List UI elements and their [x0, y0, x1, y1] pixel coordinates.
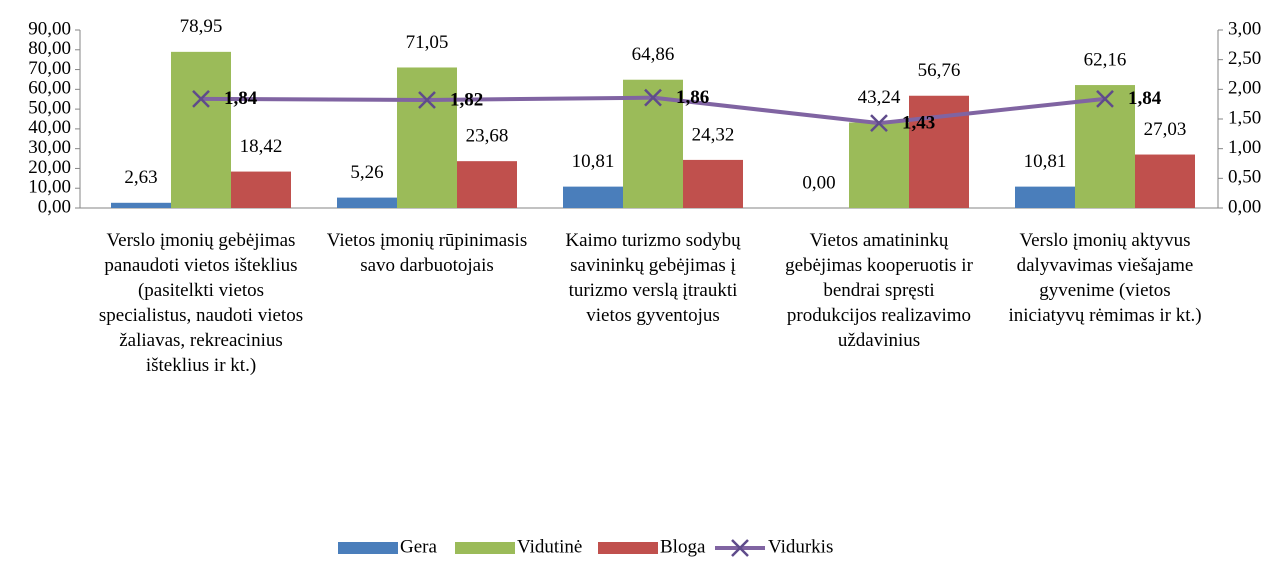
line-value-label: 1,84	[1128, 88, 1162, 109]
y2-tick-label: 3,00	[1228, 18, 1261, 39]
bar	[231, 171, 291, 208]
legend-label: Bloga	[660, 536, 706, 557]
bar-value-label: 27,03	[1144, 119, 1187, 140]
bar	[111, 202, 171, 208]
bar-value-label: 10,81	[1024, 151, 1067, 172]
y-tick-label: 90,00	[28, 18, 71, 39]
bar-value-label: 64,86	[632, 44, 675, 65]
bar	[563, 186, 623, 208]
line-marker	[192, 89, 210, 108]
legend-label: Gera	[400, 536, 437, 557]
y2-tick-label: 2,50	[1228, 48, 1261, 69]
line-value-label: 1,43	[902, 113, 935, 134]
line-value-label: 1,84	[224, 88, 258, 109]
legend-label: Vidutinė	[517, 536, 582, 557]
y2-tick-label: 0,00	[1228, 196, 1261, 217]
x-tick-label: Kaimo turizmo sodybų savininkų gebėjimas…	[565, 230, 741, 326]
legend-marker	[731, 539, 749, 557]
legend-swatch	[338, 542, 398, 554]
line-marker	[418, 91, 436, 109]
legend-swatch	[455, 542, 515, 554]
y-tick-label: 80,00	[28, 38, 71, 59]
y-tick-label: 30,00	[28, 137, 71, 158]
bar-value-label: 0,00	[802, 172, 835, 193]
y-tick-label: 40,00	[28, 117, 71, 138]
bar	[397, 67, 457, 209]
y-tick-label: 60,00	[28, 78, 71, 99]
x-tick-label: Verslo įmonių aktyvus dalyvavimas viešaj…	[1008, 230, 1202, 326]
bar	[849, 122, 909, 208]
bar-value-label: 23,68	[466, 126, 509, 147]
legend-label: Vidurkis	[768, 536, 833, 557]
line-value-label: 1,82	[450, 89, 483, 110]
x-tick-label: Vietos amatininkų gebėjimas kooperuotis …	[785, 230, 973, 351]
bar-value-label: 62,16	[1084, 49, 1127, 70]
bar-value-label: 2,63	[124, 167, 157, 188]
y-tick-label: 50,00	[28, 97, 71, 118]
line-marker	[870, 114, 888, 133]
bar	[1015, 186, 1075, 208]
y-tick-label: 10,00	[28, 177, 71, 198]
y-tick-label: 70,00	[28, 58, 71, 79]
y2-tick-label: 2,00	[1228, 78, 1261, 99]
line-value-label: 1,86	[676, 87, 709, 108]
y-tick-label: 0,00	[38, 196, 71, 217]
bar-value-label: 71,05	[406, 32, 449, 53]
bar	[683, 159, 743, 208]
legend-swatch	[598, 542, 658, 554]
bar	[1075, 85, 1135, 208]
line-marker	[1096, 89, 1114, 108]
y-tick-label: 20,00	[28, 157, 71, 178]
bar-value-label: 18,42	[240, 136, 283, 157]
x-tick-label: Verslo įmonių gebėjimas panaudoti vietos…	[98, 230, 304, 376]
bar	[171, 51, 231, 208]
y2-tick-label: 1,00	[1228, 137, 1261, 158]
x-tick-label: Vietos įmonių rūpinimasis savo darbuotoj…	[326, 230, 528, 276]
y2-tick-label: 1,50	[1228, 107, 1261, 128]
bar-value-label: 24,32	[692, 124, 735, 145]
y2-tick-label: 0,50	[1228, 167, 1261, 188]
bar-value-label: 10,81	[572, 151, 615, 172]
bar-value-label: 56,76	[918, 60, 961, 81]
bar-value-label: 5,26	[350, 162, 383, 183]
bar	[1135, 154, 1195, 208]
bar-value-label: 78,95	[180, 16, 223, 37]
line-marker	[644, 88, 662, 107]
bar	[337, 197, 397, 208]
bar	[457, 161, 517, 208]
bar-value-label: 43,24	[858, 87, 901, 108]
